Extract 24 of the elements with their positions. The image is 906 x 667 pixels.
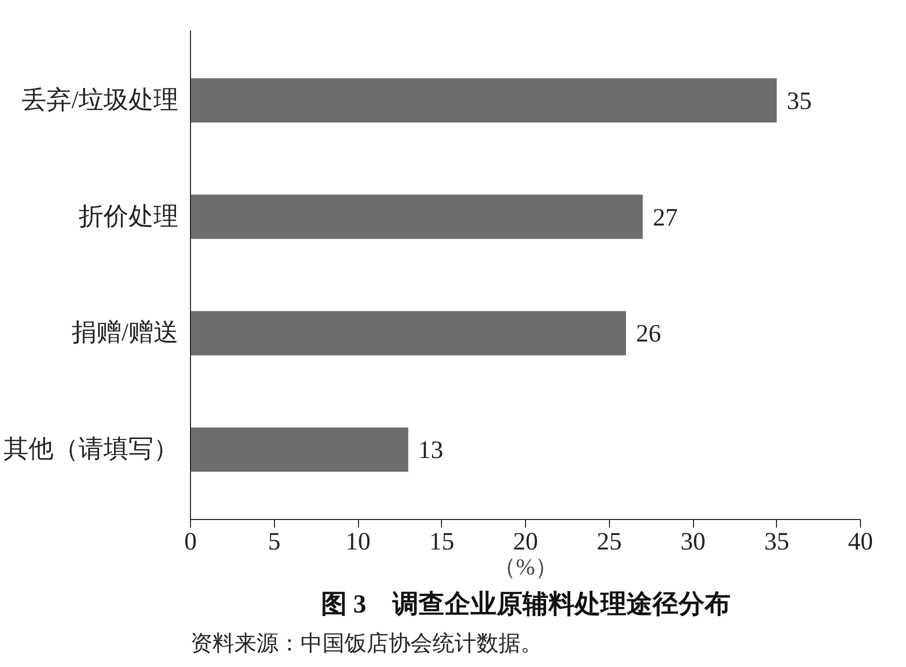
data-label: 27 (652, 204, 678, 232)
bar (190, 194, 643, 239)
x-tick-label: 20 (513, 528, 538, 556)
bar (190, 311, 626, 356)
bar (190, 78, 777, 122)
x-tick-label: 15 (429, 528, 454, 556)
x-axis-title: （%） (492, 554, 558, 580)
text: 图 3 调查企业原辅料处理途径分布 (320, 590, 730, 618)
x-tick-label: 35 (764, 528, 790, 556)
x-tick-label: 0 (184, 528, 197, 556)
x-tick-label: 5 (268, 528, 280, 556)
x-tick-label: 40 (848, 528, 873, 556)
x-tick-label: 30 (680, 528, 706, 556)
y-tick-label: 折价处理 (78, 203, 178, 230)
x-tick-label: 10 (346, 528, 370, 556)
bar (190, 428, 408, 472)
data-label: 13 (418, 437, 444, 464)
y-tick-label: 其他（请填写） (4, 436, 178, 464)
y-tick-label: 丢弃/垃圾处理 (22, 86, 179, 114)
data-label: 26 (636, 320, 661, 348)
x-tick-label: 25 (596, 528, 622, 556)
y-tick-label: 捐赠/赠送 (72, 320, 179, 347)
text: 资料来源：中国饭店协会统计数据。 (190, 630, 542, 656)
data-label: 35 (786, 88, 812, 115)
